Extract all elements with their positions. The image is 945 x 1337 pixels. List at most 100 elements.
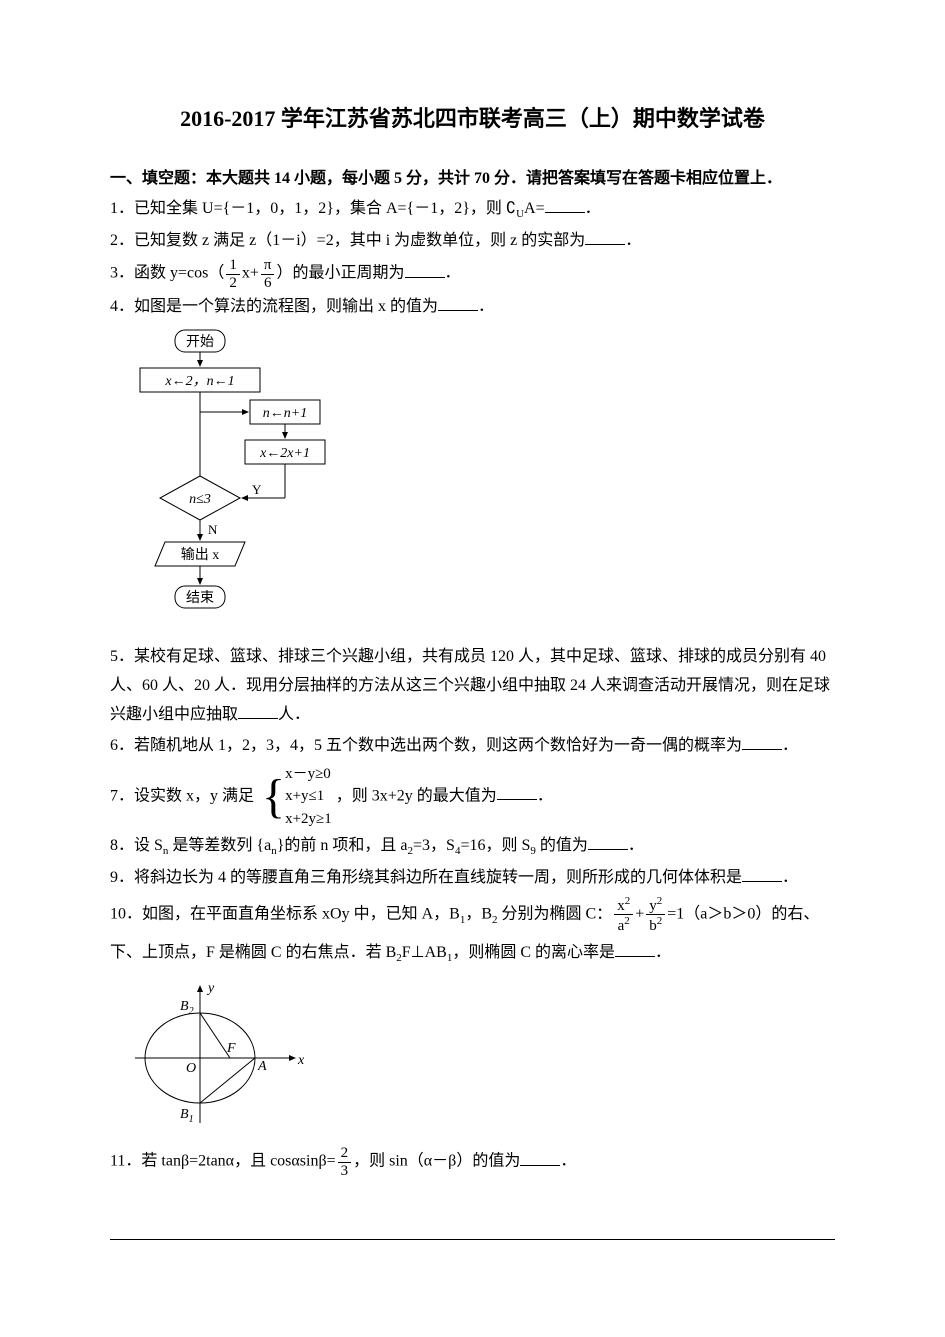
q10-t1: 如图，在平面直角坐标系 xOy 中，已知 A，B	[142, 905, 460, 922]
q6-period: ．	[782, 737, 798, 754]
q3-f2num: π	[261, 257, 275, 275]
label-f: F	[226, 1041, 236, 1056]
ellipse-svg: y x O A F B2 B1	[130, 978, 310, 1128]
line-ab1	[200, 1058, 255, 1103]
q11-blank	[520, 1150, 560, 1166]
q1-text1: 已知全集 U={－1，0，1，2}，集合 A={－1，2}，则 ∁	[134, 200, 516, 217]
q7-system: { x－y≥0 x+y≤1 x+2y≥1	[262, 763, 332, 831]
q3-frac2: π6	[261, 257, 275, 291]
q5-num: 5．	[110, 648, 134, 665]
fc-cond-text: n≤3	[189, 492, 211, 507]
q10-f2d: b2	[646, 915, 665, 935]
q1-subU: U	[516, 208, 524, 220]
label-y: y	[206, 981, 215, 996]
label-b1: B1	[180, 1107, 194, 1125]
q10-f1densup: 2	[624, 915, 630, 927]
question-3: 3．函数 y=cos（12x+π6）的最小正周期为 ．	[110, 257, 835, 291]
label-a: A	[257, 1059, 267, 1074]
q7-blank	[497, 784, 537, 800]
q10-f1sup: 2	[625, 895, 631, 907]
q9-text: 将斜边长为 4 的等腰直角三角形绕其斜边所在直线旋转一周，则所形成的几何体体积是	[134, 869, 742, 886]
q10-plus: +	[635, 905, 644, 922]
q10-f2num: y	[649, 898, 657, 914]
q2-text: 已知复数 z 满足 z（1－i）=2，其中 i 为虚数单位，则 z 的实部为	[134, 232, 585, 249]
q11-fden: 3	[338, 1163, 352, 1180]
q10-f2sup: 2	[657, 895, 663, 907]
q2-num: 2．	[110, 232, 134, 249]
fc-init-text: x←2，n←1	[164, 374, 234, 389]
q10-period: ．	[655, 944, 671, 961]
q8-period: ．	[628, 837, 644, 854]
flowchart-svg: 开始 x←2，n←1 n←n+1 x←2x+1 n≤3 Y N 输出 x 结束	[130, 328, 340, 628]
fc-end-text: 结束	[186, 590, 214, 606]
q1-period: ．	[585, 200, 601, 217]
q11-t2: ，则 sin（α－β）的值为	[353, 1153, 520, 1170]
q2-blank	[585, 229, 625, 245]
q7-period: ．	[537, 787, 553, 804]
q11-period: ．	[560, 1153, 576, 1170]
q8-t6: 的值为	[536, 837, 588, 854]
q3-num: 3．	[110, 265, 134, 282]
question-8: 8．设 Sn 是等差数列 {an}的前 n 项和，且 a2=3，S4=16，则 …	[110, 832, 835, 862]
q3-t2: x+	[242, 265, 259, 282]
q3-f1num: 1	[226, 257, 240, 275]
q10-t5: F⊥AB	[402, 944, 447, 961]
q3-frac1: 12	[226, 257, 240, 291]
q1-text2: A=	[524, 200, 545, 217]
q1-blank	[545, 197, 585, 213]
question-10: 10．如图，在平面直角坐标系 xOy 中，已知 A，B1，B2 分别为椭圆 C：…	[110, 895, 835, 970]
q8-t1: 设 S	[134, 837, 163, 854]
q10-f2densup: 2	[657, 915, 663, 927]
q7-line2: x+y≤1	[285, 788, 324, 804]
q11-fnum: 2	[338, 1145, 352, 1163]
q10-f1n: x2	[614, 895, 633, 916]
question-2: 2．已知复数 z 满足 z（1－i）=2，其中 i 为虚数单位，则 z 的实部为…	[110, 227, 835, 256]
q7-brace-content: x－y≥0 x+y≤1 x+2y≥1	[285, 763, 332, 831]
question-4: 4．如图是一个算法的流程图，则输出 x 的值为．	[110, 293, 835, 322]
q7-line1: x－y≥0	[285, 766, 331, 782]
question-11: 11．若 tanβ=2tanα，且 cosαsinβ=23，则 sin（α－β）…	[110, 1145, 835, 1179]
q7-num: 7．	[110, 787, 134, 804]
q3-t1: 函数 y=cos（	[134, 265, 224, 282]
q8-t2: 是等差数列 {a	[168, 837, 271, 854]
fc-no-label: N	[208, 522, 218, 537]
q3-f1den: 2	[226, 275, 240, 292]
q10-t3: 分别为椭圆 C：	[498, 905, 613, 922]
q9-blank	[742, 866, 782, 882]
fc-output-text: 输出 x	[181, 547, 220, 563]
q9-num: 9．	[110, 869, 134, 886]
q8-blank	[588, 834, 628, 850]
q2-period: ．	[625, 232, 641, 249]
q10-num: 10．	[110, 905, 142, 922]
q10-f2n: y2	[646, 895, 665, 916]
q10-blank	[615, 941, 655, 957]
q8-t3: }的前 n 项和，且 a	[277, 837, 408, 854]
q8-num: 8．	[110, 837, 134, 854]
q10-frac2: y2b2	[646, 895, 665, 935]
line-b2f	[200, 1013, 230, 1058]
q6-num: 6．	[110, 737, 134, 754]
fc-yes-label: Y	[252, 482, 262, 497]
label-x: x	[297, 1053, 305, 1068]
q10-f2den: b	[649, 918, 657, 934]
question-9: 9．将斜边长为 4 的等腰直角三角形绕其斜边所在直线旋转一周，则所形成的几何体体…	[110, 864, 835, 893]
fc-start-text: 开始	[186, 334, 214, 350]
q7-t2: ，则 3x+2y 的最大值为	[336, 787, 497, 804]
q3-blank	[405, 262, 445, 278]
q10-frac1: x2a2	[614, 895, 633, 935]
flowchart-diagram: 开始 x←2，n←1 n←n+1 x←2x+1 n≤3 Y N 输出 x 结束	[130, 328, 835, 637]
question-5: 5．某校有足球、篮球、排球三个兴趣小组，共有成员 120 人，其中足球、篮球、排…	[110, 643, 835, 729]
section-header: 一、填空题：本大题共 14 小题，每小题 5 分，共计 70 分．请把答案填写在…	[110, 165, 835, 192]
question-7: 7．设实数 x，y 满足 { x－y≥0 x+y≤1 x+2y≥1 ，则 3x+…	[110, 763, 835, 831]
q5-tail: 人．	[278, 706, 310, 723]
q10-t6: ，则椭圆 C 的离心率是	[452, 944, 615, 961]
q5-text: 某校有足球、篮球、排球三个兴趣小组，共有成员 120 人，其中足球、篮球、排球的…	[110, 648, 830, 723]
q8-t5: =16，则 S	[460, 837, 530, 854]
page-footer-line	[110, 1239, 835, 1240]
q4-period: ．	[478, 298, 494, 315]
q3-t3: ）的最小正周期为	[276, 265, 404, 282]
fc-inc-text: n←n+1	[263, 406, 307, 421]
q4-blank	[438, 295, 478, 311]
q3-period: ．	[445, 265, 461, 282]
q11-t1: 若 tanβ=2tanα，且 cosαsinβ=	[141, 1153, 335, 1170]
